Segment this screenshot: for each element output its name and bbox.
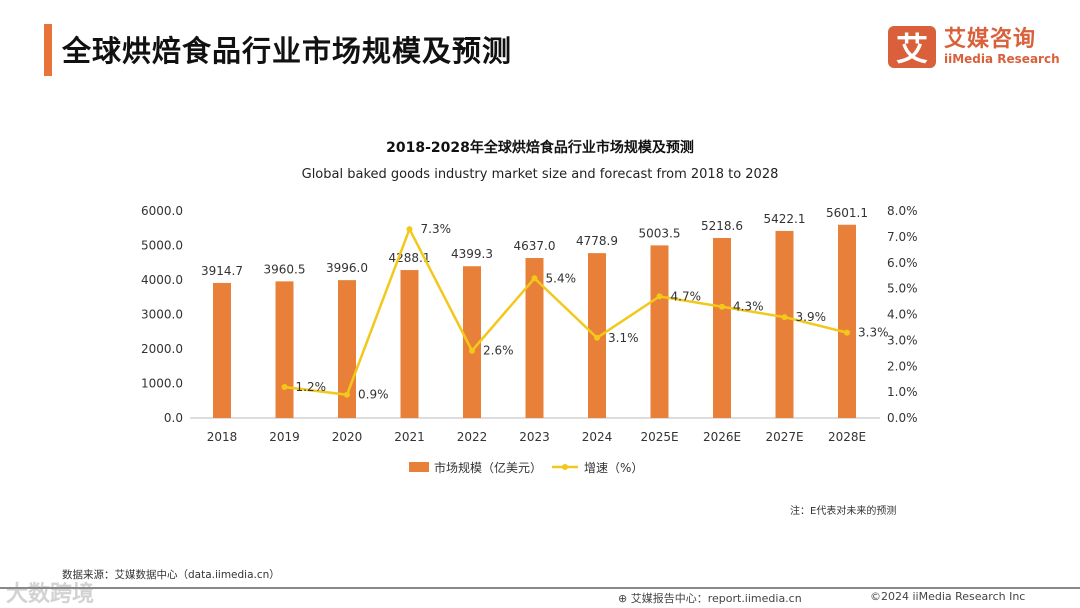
bar-label: 4637.0 — [514, 239, 556, 253]
logo-en: iiMedia Research — [944, 52, 1060, 66]
growth-point-2021 — [406, 226, 413, 233]
growth-point-2022 — [469, 347, 475, 354]
bar-2026E — [713, 237, 731, 418]
growth-label: 4.7% — [671, 289, 702, 303]
x-tick: 2025E — [640, 430, 678, 444]
bar-2028E — [838, 224, 856, 418]
growth-label: 3.9% — [796, 310, 827, 324]
y-right-tick: 7.0% — [887, 230, 918, 244]
bar-label: 4399.3 — [451, 247, 493, 261]
growth-line — [284, 226, 848, 397]
x-tick: 2021 — [394, 430, 425, 444]
growth-label: 1.2% — [296, 380, 327, 394]
logo-mark: 艾 — [888, 26, 936, 68]
x-tick: 2018 — [207, 430, 238, 444]
growth-label: 4.3% — [733, 300, 764, 314]
y-right-tick: 5.0% — [887, 282, 918, 296]
y-right-tick: 6.0% — [887, 256, 918, 270]
growth-point-2024 — [594, 334, 600, 341]
bar-label: 5422.1 — [764, 212, 806, 226]
y-left-tick: 1000.0 — [141, 377, 183, 391]
growth-label: 5.4% — [546, 271, 577, 285]
growth-point-2025E — [656, 293, 663, 300]
bar-2022 — [463, 266, 481, 418]
x-tick: 2028E — [828, 430, 866, 444]
logo: 艾 艾媒咨询 iiMedia Research — [888, 26, 1060, 68]
legend-bar-label: 市场规模（亿美元） — [434, 460, 542, 475]
y-left-tick: 4000.0 — [141, 273, 183, 287]
y-right-tick: 0.0% — [887, 411, 918, 425]
bar-2021 — [400, 270, 419, 418]
y-right-tick: 8.0% — [887, 204, 918, 218]
footer-divider — [0, 587, 1080, 589]
footer-copyright: ©2024 iiMedia Research Inc — [870, 590, 1026, 603]
x-tick: 2026E — [703, 430, 741, 444]
y-left-tick: 5000.0 — [141, 239, 183, 253]
legend-line-label: 增速（%） — [584, 461, 643, 475]
growth-label: 3.1% — [608, 331, 639, 345]
page-title: 全球烘焙食品行业市场规模及预测 — [62, 34, 513, 68]
footer-report-text: 艾媒报告中心：report.iimedia.cn — [630, 592, 802, 605]
x-tick: 2024 — [582, 430, 613, 444]
growth-point-2023 — [531, 275, 538, 282]
bar-label: 4778.9 — [576, 234, 618, 248]
logo-cn: 艾媒咨询 — [944, 27, 1037, 52]
bar-label: 5601.1 — [826, 206, 868, 220]
watermark: 大数跨境 — [6, 582, 95, 607]
bar-label: 3914.7 — [201, 264, 243, 278]
growth-label: 0.9% — [358, 388, 389, 402]
y-right-tick: 3.0% — [887, 333, 918, 347]
bar-2023 — [525, 258, 544, 418]
bar-2027E — [775, 230, 794, 418]
y-left-tick: 0.0 — [164, 411, 183, 425]
y-right-tick: 4.0% — [887, 308, 918, 322]
bar-label: 5218.6 — [701, 219, 743, 233]
legend-bar-swatch — [409, 462, 429, 472]
forecast-note: 注：E代表对未来的预测 — [790, 506, 897, 517]
growth-point-2027E — [781, 314, 788, 321]
growth-label: 2.6% — [483, 344, 514, 358]
x-tick: 2027E — [765, 430, 803, 444]
bar-2019 — [275, 281, 294, 418]
growth-point-2019 — [281, 383, 288, 390]
growth-label: 3.3% — [858, 326, 889, 340]
x-tick: 2019 — [269, 430, 300, 444]
legend-line-marker — [562, 464, 568, 470]
data-source: 数据来源：艾媒数据中心（data.iimedia.cn） — [62, 569, 280, 581]
bar-label: 5003.5 — [639, 226, 681, 240]
y-right-tick: 1.0% — [887, 385, 918, 399]
y-left-tick: 3000.0 — [141, 308, 183, 322]
y-left-tick: 6000.0 — [141, 204, 183, 218]
growth-label: 7.3% — [421, 222, 452, 236]
growth-point-2026E — [719, 303, 725, 310]
growth-point-2020 — [344, 391, 350, 398]
y-right-tick: 2.0% — [887, 359, 918, 373]
title-accent-bar — [44, 24, 52, 76]
bar-label: 3996.0 — [326, 261, 368, 275]
bar-label: 3960.5 — [264, 262, 306, 276]
footer-report-link[interactable]: ⊕ 艾媒报告中心：report.iimedia.cn — [618, 590, 802, 606]
x-tick: 2023 — [519, 430, 550, 444]
globe-icon: ⊕ — [618, 592, 631, 605]
bar-2018 — [213, 282, 231, 418]
chart-title: 2018-2028年全球烘焙食品行业市场规模及预测 — [386, 139, 694, 156]
growth-point-2028E — [844, 329, 850, 336]
x-tick: 2022 — [457, 430, 488, 444]
bar-2025E — [650, 245, 669, 418]
chart-subtitle: Global baked goods industry market size … — [302, 167, 779, 182]
x-tick: 2020 — [332, 430, 363, 444]
y-left-tick: 2000.0 — [141, 342, 183, 356]
